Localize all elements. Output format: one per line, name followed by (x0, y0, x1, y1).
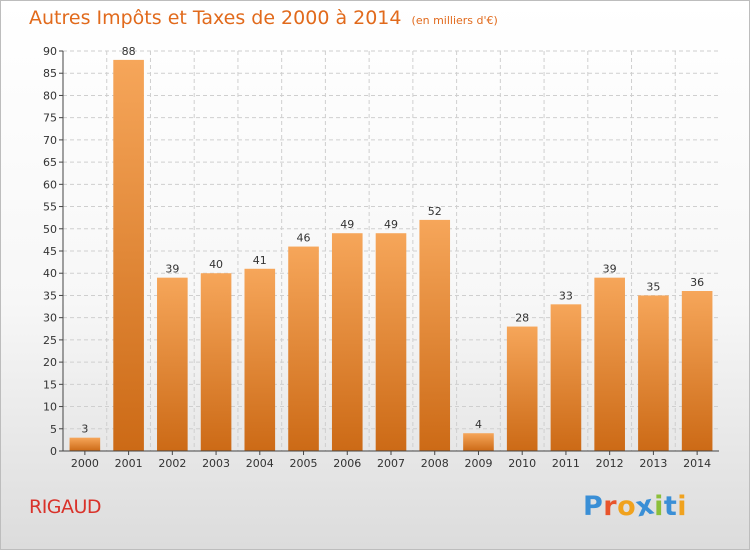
y-tick-label: 50 (43, 223, 57, 236)
x-tick-label: 2007 (377, 457, 405, 470)
data-label: 88 (122, 45, 136, 58)
data-label: 36 (690, 276, 704, 289)
y-tick-label: 20 (43, 356, 57, 369)
logo-letter: i (654, 491, 664, 522)
bar (331, 233, 363, 451)
y-tick-label: 5 (50, 423, 57, 436)
data-label: 35 (646, 280, 660, 293)
bar (157, 277, 188, 451)
y-tick-label: 35 (43, 289, 57, 302)
data-label: 46 (297, 232, 311, 245)
data-label: 52 (428, 205, 442, 218)
bar (550, 304, 582, 451)
x-tick-label: 2012 (596, 457, 624, 470)
bar (375, 233, 407, 451)
y-tick-label: 10 (43, 401, 57, 414)
data-label: 33 (559, 289, 573, 302)
bar (506, 326, 538, 451)
x-tick-label: 2002 (158, 457, 186, 470)
bar (638, 295, 669, 451)
y-tick-label: 80 (43, 89, 57, 102)
logo-letter: i (677, 491, 688, 522)
data-label: 49 (340, 218, 354, 231)
data-label: 28 (515, 312, 529, 325)
x-tick-label: 2013 (639, 457, 667, 470)
x-tick-label: 2014 (683, 457, 711, 470)
y-tick-label: 0 (50, 445, 57, 458)
x-tick-label: 2003 (202, 457, 230, 470)
x-tick-label: 2004 (246, 457, 274, 470)
y-tick-label: 45 (43, 245, 57, 258)
chart-title: Autres Impôts et Taxes de 2000 à 2014 (e… (29, 7, 498, 29)
bar (288, 246, 319, 451)
bar (463, 433, 494, 451)
bar (594, 277, 625, 451)
place-name: RIGAUD (29, 496, 102, 518)
logo-letter: t (663, 491, 678, 522)
x-tick-label: 2010 (508, 457, 536, 470)
y-tick-label: 40 (43, 267, 57, 280)
y-tick-label: 75 (43, 112, 57, 125)
x-tick-label: 2009 (464, 457, 492, 470)
y-tick-label: 90 (43, 45, 57, 58)
data-label: 3 (81, 423, 88, 436)
y-tick-label: 70 (43, 134, 57, 147)
x-tick-label: 2008 (421, 457, 449, 470)
y-tick-label: 25 (43, 334, 57, 347)
bar (419, 219, 451, 451)
chart-title-unit: (en milliers d'€) (411, 14, 498, 27)
bar (244, 268, 276, 451)
y-tick-label: 60 (43, 178, 57, 191)
data-label: 39 (165, 263, 179, 276)
bar (681, 291, 713, 451)
y-tick-label: 15 (43, 378, 57, 391)
chart-title-main: Autres Impôts et Taxes de 2000 à 2014 (29, 7, 402, 29)
data-label: 4 (475, 418, 482, 431)
y-tick-label: 30 (43, 312, 57, 325)
y-tick-label: 65 (43, 156, 57, 169)
x-tick-label: 2005 (290, 457, 318, 470)
x-tick-label: 2001 (115, 457, 143, 470)
bar (113, 59, 144, 452)
x-tick-label: 2000 (71, 457, 99, 470)
proxiti-logo: Proxiti (583, 489, 688, 523)
data-label: 39 (603, 263, 617, 276)
logo-letter: r (603, 491, 618, 522)
logo-letter: P (583, 491, 604, 522)
bar (200, 273, 232, 451)
data-label: 41 (253, 254, 267, 267)
x-tick-label: 2011 (552, 457, 580, 470)
y-tick-label: 85 (43, 67, 57, 80)
logo-letter: o (617, 491, 637, 522)
data-label: 49 (384, 218, 398, 231)
x-tick-label: 2006 (333, 457, 361, 470)
y-tick-label: 55 (43, 201, 57, 214)
data-label: 40 (209, 258, 223, 271)
bar (69, 437, 101, 451)
